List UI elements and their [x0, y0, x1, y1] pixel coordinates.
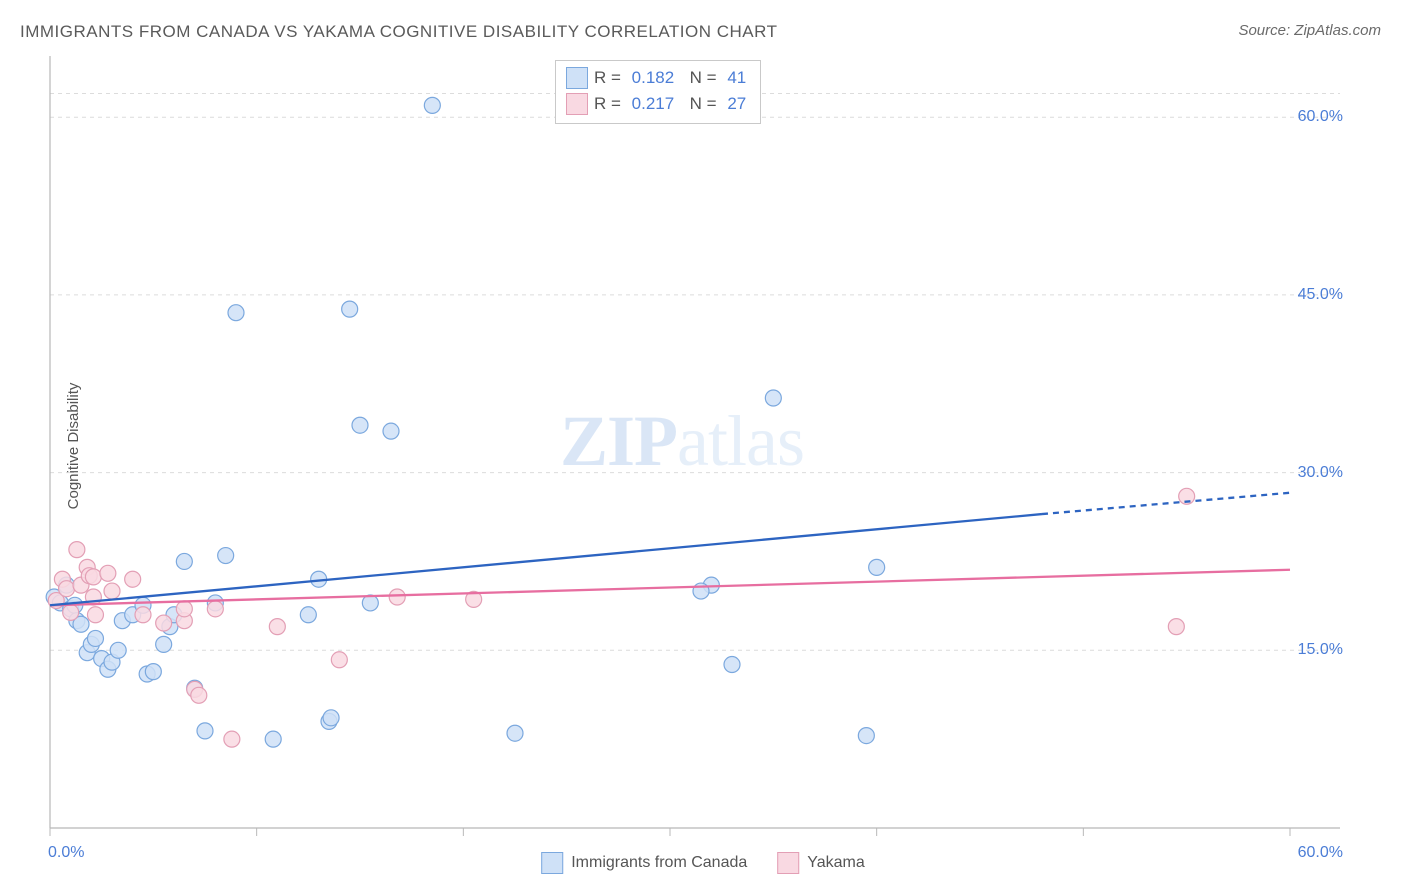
legend-label-1: Yakama: [807, 854, 865, 872]
stats-n-0: 41: [727, 65, 746, 91]
y-tick-0: 15.0%: [1298, 641, 1343, 659]
legend-swatch-0: [541, 852, 563, 874]
x-axis-min-label: 0.0%: [48, 844, 84, 862]
series-legend: Immigrants from Canada Yakama: [541, 852, 865, 874]
stats-text: N =: [680, 91, 721, 117]
legend-label-0: Immigrants from Canada: [571, 854, 747, 872]
legend-item-1: Yakama: [777, 852, 865, 874]
correlation-stats-box: R = 0.182 N = 41 R = 0.217 N = 27: [555, 60, 761, 124]
y-tick-2: 45.0%: [1298, 286, 1343, 304]
stats-row-1: R = 0.217 N = 27: [566, 91, 746, 117]
x-axis-max-label: 60.0%: [1298, 844, 1343, 862]
legend-item-0: Immigrants from Canada: [541, 852, 747, 874]
stats-swatch-1: [566, 93, 588, 115]
stats-text: R =: [594, 91, 626, 117]
y-tick-1: 30.0%: [1298, 464, 1343, 482]
stats-n-1: 27: [727, 91, 746, 117]
stats-text: R =: [594, 65, 626, 91]
stats-text: N =: [680, 65, 721, 91]
stats-r-1: 0.217: [632, 91, 675, 117]
scatter-plot-svg: [0, 0, 1406, 892]
y-tick-3: 60.0%: [1298, 108, 1343, 126]
stats-row-0: R = 0.182 N = 41: [566, 65, 746, 91]
stats-swatch-0: [566, 67, 588, 89]
legend-swatch-1: [777, 852, 799, 874]
stats-r-0: 0.182: [632, 65, 675, 91]
